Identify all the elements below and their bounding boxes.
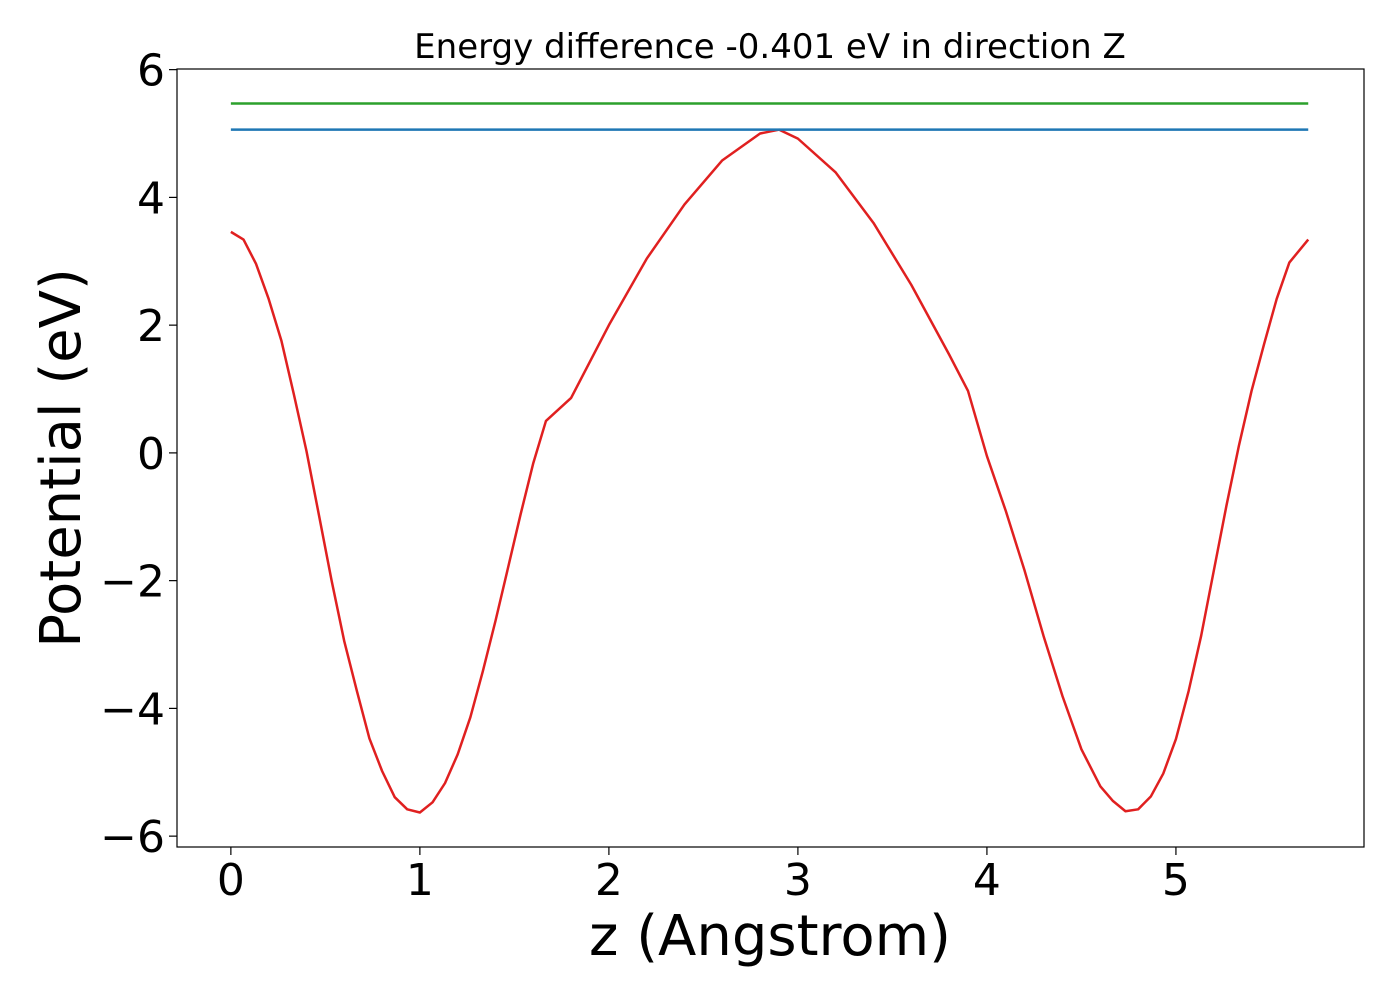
y-tick-label: 4 <box>137 173 165 224</box>
y-tick-label: −4 <box>100 684 165 735</box>
y-tick-label: 6 <box>137 46 165 97</box>
x-tick-label: 4 <box>973 855 1001 906</box>
chart-title: Energy difference -0.401 eV in direction… <box>414 27 1126 67</box>
x-tick-label: 5 <box>1162 855 1190 906</box>
x-tick-label: 0 <box>217 855 245 906</box>
plot-frame <box>176 68 1365 848</box>
y-tick-label: −6 <box>100 812 165 863</box>
x-axis-label: z (Angstrom) <box>589 904 951 969</box>
x-tick-label: 3 <box>784 855 812 906</box>
line-series <box>230 128 1310 814</box>
y-tick-label: 2 <box>137 301 165 352</box>
y-tick-label: 0 <box>137 429 165 480</box>
x-tick-label: 2 <box>595 855 623 906</box>
x-tick-label: 1 <box>406 855 434 906</box>
y-tick-label: −2 <box>100 557 165 608</box>
y-axis-label: Potential (eV) <box>29 268 94 648</box>
